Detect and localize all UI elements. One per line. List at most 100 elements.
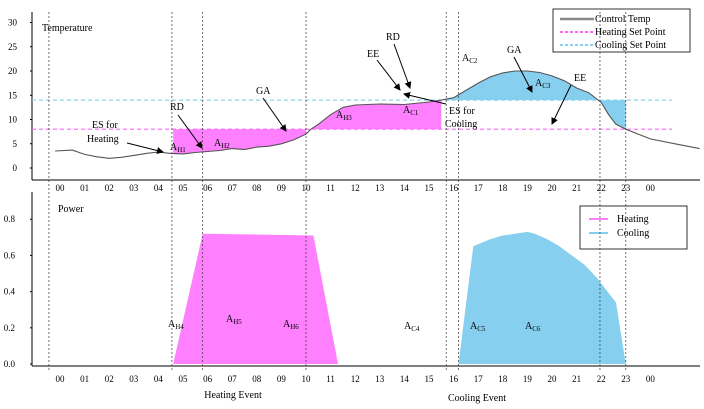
bottom-x-tick-label: 19: [523, 374, 533, 384]
bottom-x-tick-label: 17: [474, 374, 484, 384]
power-legend-item: Cooling: [617, 228, 649, 239]
bottom-x-tick-label: 00: [646, 374, 656, 384]
bottom-x-tick-label: 00: [56, 374, 66, 384]
bottom-x-tick-label: 05: [179, 374, 189, 384]
top-y-tick-label: 5: [13, 139, 18, 149]
annotation-6: ES for: [449, 106, 476, 117]
bottom-x-tick-label: 12: [351, 374, 360, 384]
annotation-3: GA: [256, 86, 271, 97]
bottom-x-tick-label: 04: [154, 374, 164, 384]
bottom-y-label: Power: [58, 204, 84, 215]
top-x-tick-label: 21: [572, 183, 581, 193]
bottom-x-tick-label: 16: [449, 374, 459, 384]
bottom-x-tick-label: 11: [326, 374, 335, 384]
top-x-tick-label: 07: [228, 183, 238, 193]
top-y-tick-label: 25: [8, 42, 18, 52]
cooling-power-area: [458, 231, 626, 364]
bottom-x-tick-label: 23: [621, 374, 631, 384]
annotation-arrow: [126, 142, 164, 154]
top-x-tick-label: 05: [179, 183, 189, 193]
temperature-legend: Control Temp Heating Set Point Cooling Set…: [552, 8, 691, 53]
annotation-4: EE: [367, 49, 379, 60]
top-x-tick-label: 22: [597, 183, 606, 193]
top-x-tick-label: 19: [523, 183, 533, 193]
top-y-label: Temperature: [42, 23, 93, 34]
temperature-legend-item: Heating Set Point: [595, 27, 666, 38]
power-legend-item: Heating: [617, 214, 649, 225]
top-x-tick-label: 15: [425, 183, 435, 193]
annotation-1: Heating: [87, 134, 119, 145]
annotation-arrow: [376, 59, 401, 91]
power-legend: Heating Cooling: [579, 205, 688, 250]
bottom-x-tick-label: 08: [252, 374, 262, 384]
annotation-9: EE: [574, 73, 586, 84]
bottom-x-tick-label: 06: [203, 374, 213, 384]
bottom-y-tick-label: 0.2: [4, 323, 15, 333]
bottom-x-tick-label: 22: [597, 374, 606, 384]
bottom-x-tick-label: 13: [375, 374, 385, 384]
top-x-tick-label: 16: [449, 183, 459, 193]
bottom-x-tick-label: 07: [228, 374, 238, 384]
annotation-2: RD: [170, 102, 184, 113]
cooling-event-label: Cooling Event: [448, 393, 506, 404]
bottom-y-tick-label: 0.6: [4, 250, 16, 260]
top-y-tick-label: 0: [13, 163, 18, 173]
annotation-8: GA: [507, 45, 522, 56]
annotation-7: Cooling: [445, 119, 477, 130]
bottom-x-tick-label: 03: [129, 374, 139, 384]
top-x-tick-label: 08: [252, 183, 262, 193]
top-x-tick-label: 09: [277, 183, 287, 193]
bottom-x-tick-label: 20: [548, 374, 558, 384]
top-y-tick-label: 30: [8, 18, 18, 28]
power-legend-box: [579, 205, 688, 250]
top-x-tick-label: 06: [203, 183, 213, 193]
annotation-arrow: [513, 56, 533, 93]
event-divider-lines: [48, 12, 627, 372]
bottom-x-tick-label: 09: [277, 374, 287, 384]
annotation-arrow: [262, 97, 287, 132]
top-x-tick-label: 13: [375, 183, 385, 193]
annotation-arrow: [403, 91, 447, 105]
region-label-c2: AC2: [462, 53, 478, 65]
top-x-tick-label: 18: [498, 183, 508, 193]
top-x-tick-label: 11: [326, 183, 335, 193]
top-x-tick-label: 01: [80, 183, 89, 193]
bottom-x-tick-label: 21: [572, 374, 581, 384]
area-label-c4: AC4: [404, 321, 420, 333]
top-x-tick-label: 00: [56, 183, 66, 193]
bottom-y-tick-label: 0.0: [4, 359, 16, 369]
annotation-arrow: [393, 43, 412, 89]
cooling-region-c1-c2: [446, 71, 602, 101]
heating-region-h1-h2: [173, 129, 306, 154]
annotation-5: RD: [386, 32, 400, 43]
top-y-tick-label: 20: [8, 66, 18, 76]
top-x-tick-label: 00: [646, 183, 656, 193]
bottom-x-tick-label: 14: [400, 374, 410, 384]
bottom-x-tick-label: 02: [105, 374, 114, 384]
top-x-tick-label: 12: [351, 183, 360, 193]
bottom-y-tick-label: 0.4: [4, 287, 16, 297]
cooling-region-c3: [598, 100, 626, 130]
area-label-h4: AH4: [168, 319, 184, 331]
annotation-arrow: [177, 114, 203, 149]
top-x-tick-label: 03: [129, 183, 139, 193]
heating-power-area: [173, 233, 338, 364]
top-y-tick-label: 10: [8, 115, 18, 125]
temperature-legend-item: Control Temp: [595, 14, 651, 25]
top-x-tick-label: 17: [474, 183, 484, 193]
top-x-tick-label: 04: [154, 183, 164, 193]
bottom-x-tick-label: 10: [302, 374, 312, 384]
top-x-tick-label: 20: [548, 183, 558, 193]
bottom-x-tick-label: 15: [425, 374, 435, 384]
bottom-x-tick-label: 01: [80, 374, 89, 384]
annotation-0: ES for: [92, 120, 119, 131]
top-x-tick-label: 14: [400, 183, 410, 193]
heating-region-h3: [308, 100, 442, 132]
top-y-tick-label: 15: [8, 90, 18, 100]
bottom-y-tick-label: 0.8: [4, 214, 16, 224]
temperature-legend-item: Cooling Set Point: [595, 40, 666, 51]
top-x-tick-label: 02: [105, 183, 114, 193]
bottom-x-tick-label: 18: [498, 374, 508, 384]
